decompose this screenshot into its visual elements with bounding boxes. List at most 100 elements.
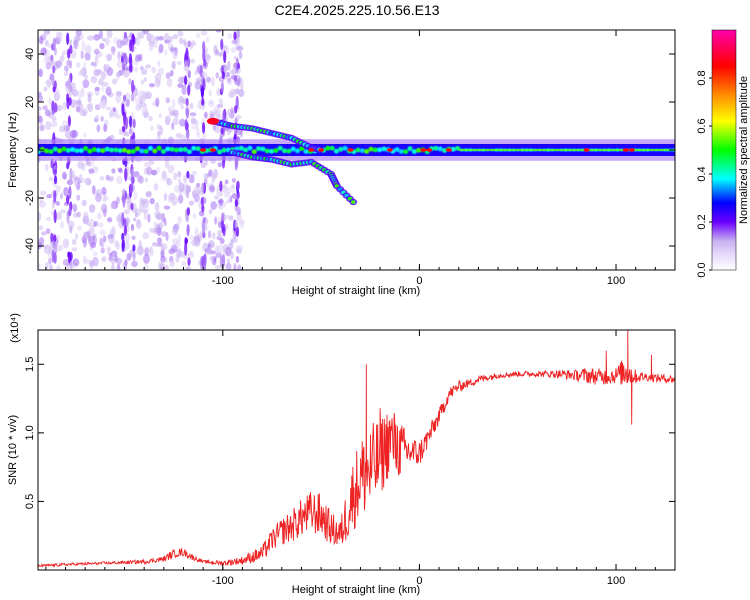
noise-blob bbox=[165, 97, 171, 104]
noise-blob bbox=[231, 67, 237, 76]
streak-blob bbox=[53, 80, 57, 90]
noise-blob bbox=[166, 178, 173, 186]
band-core bbox=[100, 148, 106, 154]
noise-blob bbox=[99, 229, 106, 236]
noise-blob bbox=[206, 76, 211, 83]
noise-blob bbox=[214, 125, 221, 134]
streak-blob bbox=[184, 75, 188, 86]
streak-blob bbox=[201, 97, 205, 107]
band-core bbox=[173, 147, 180, 153]
streak-blob bbox=[50, 232, 54, 243]
noise-blob bbox=[87, 93, 92, 103]
streak-blob bbox=[201, 204, 205, 213]
noise-blob bbox=[81, 199, 87, 207]
noise-blob bbox=[73, 39, 78, 49]
colorbar-axis: 0.0 0.2 0.4 0.6 0.8 bbox=[696, 29, 737, 278]
noise-blob bbox=[101, 186, 107, 196]
noise-blob bbox=[42, 105, 48, 111]
noise-blob bbox=[217, 230, 223, 238]
noise-blob bbox=[115, 257, 123, 265]
band-core bbox=[437, 146, 443, 152]
streak-blob bbox=[128, 53, 133, 65]
band-core bbox=[264, 148, 270, 154]
colorbar-tick-label: 0.2 bbox=[696, 214, 708, 229]
noise-blob bbox=[136, 31, 144, 38]
noise-blob bbox=[94, 86, 100, 91]
hotspot bbox=[420, 148, 427, 152]
band-core bbox=[433, 145, 439, 151]
noise-blob bbox=[125, 99, 130, 107]
streak-blob bbox=[219, 180, 223, 192]
noise-blob bbox=[56, 244, 64, 252]
noise-blob bbox=[215, 252, 222, 259]
band-core bbox=[139, 148, 145, 154]
snr-plot-area bbox=[38, 330, 675, 568]
noise-blob bbox=[59, 192, 64, 200]
streak-blob bbox=[53, 234, 57, 242]
band-core bbox=[113, 147, 119, 153]
noise-blob bbox=[238, 51, 243, 60]
noise-blob bbox=[229, 251, 235, 260]
streak-blob bbox=[132, 250, 136, 262]
noise-blob bbox=[91, 185, 96, 195]
noise-blob bbox=[49, 264, 53, 270]
noise-blob bbox=[83, 255, 87, 265]
noise-blob bbox=[163, 205, 171, 210]
streak-blob bbox=[69, 225, 73, 234]
noise-blob bbox=[171, 122, 175, 131]
noise-blob bbox=[71, 238, 77, 246]
streak-blob bbox=[123, 31, 128, 39]
streak-blob bbox=[122, 94, 127, 102]
hotspot bbox=[386, 148, 393, 152]
noise-blob bbox=[170, 61, 176, 70]
streak-blob bbox=[201, 182, 205, 193]
noise-blob bbox=[163, 218, 167, 226]
noise-blob bbox=[159, 125, 164, 136]
streak-blob bbox=[131, 34, 136, 46]
noise-blob bbox=[77, 70, 85, 77]
noise-blob bbox=[226, 80, 233, 86]
band-core bbox=[38, 149, 41, 155]
noise-blob bbox=[225, 262, 232, 270]
noise-blob bbox=[174, 113, 179, 119]
noise-blob bbox=[102, 235, 107, 243]
spectrogram-ylabel: Frequency (Hz) bbox=[7, 112, 19, 188]
noise-blob bbox=[88, 168, 95, 175]
noise-blob bbox=[213, 195, 220, 200]
snr-y-multiplier: (x10⁴) bbox=[9, 313, 21, 343]
noise-blob bbox=[38, 115, 44, 125]
band-core bbox=[281, 148, 288, 154]
snr-axes: -100 0 100 0.5 1.0 1.5 bbox=[24, 330, 676, 587]
hotspot bbox=[347, 148, 354, 152]
noise-blob bbox=[238, 88, 245, 98]
colorbar-tick-label: 0.0 bbox=[696, 262, 708, 277]
streak-blob bbox=[130, 92, 135, 102]
noise-blob bbox=[50, 209, 55, 216]
noise-blob bbox=[166, 77, 173, 88]
noise-blob bbox=[192, 213, 197, 219]
noise-blob bbox=[194, 80, 201, 90]
noise-blob bbox=[79, 110, 87, 117]
noise-blob bbox=[148, 115, 153, 122]
noise-blob bbox=[177, 83, 184, 88]
noise-blob bbox=[188, 200, 195, 206]
noise-blob bbox=[48, 97, 52, 106]
noise-blob bbox=[80, 87, 85, 98]
noise-blob bbox=[172, 34, 179, 40]
noise-blob bbox=[231, 185, 235, 194]
noise-blob bbox=[50, 120, 58, 128]
y-tick-label: 1.0 bbox=[24, 425, 36, 440]
streak-blob bbox=[235, 226, 240, 237]
noise-blob bbox=[117, 51, 121, 60]
streak-blob bbox=[187, 40, 191, 48]
hotspot bbox=[445, 148, 452, 152]
noise-blob bbox=[142, 30, 150, 35]
noise-blob bbox=[144, 177, 149, 183]
streak-blob bbox=[66, 32, 70, 45]
streak-blob bbox=[67, 115, 72, 127]
noise-blob bbox=[98, 222, 104, 228]
streak-blob bbox=[130, 202, 134, 211]
noise-blob bbox=[70, 99, 77, 108]
noise-blob bbox=[190, 58, 196, 64]
band-core bbox=[394, 147, 400, 152]
